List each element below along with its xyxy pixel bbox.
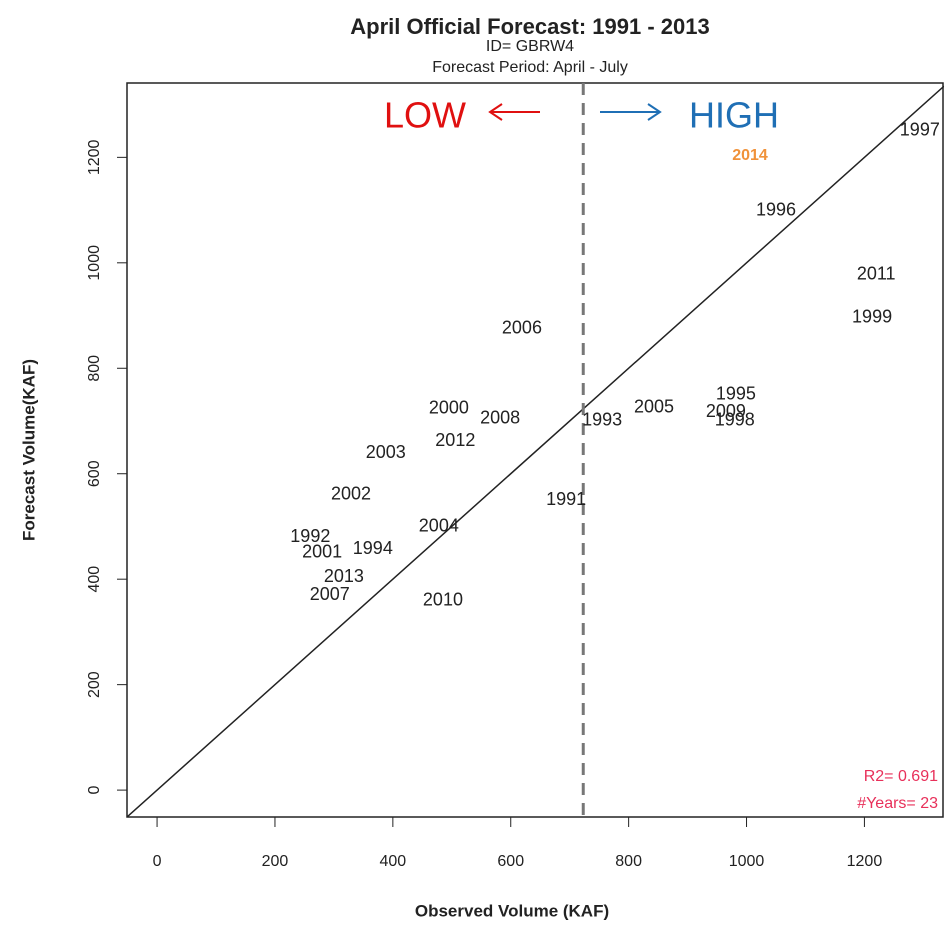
point-label: 1991: [546, 489, 586, 509]
y-tick-label: 200: [86, 671, 103, 698]
chart-title: April Official Forecast: 1991 - 2013: [350, 14, 710, 39]
x-tick-label: 0: [153, 853, 162, 870]
x-axis-label: Observed Volume (KAF): [415, 901, 609, 920]
point-label: 1998: [715, 410, 755, 430]
x-tick-label: 600: [497, 853, 524, 870]
point-label: 2010: [423, 590, 463, 610]
high-annotation: HIGH: [689, 95, 779, 136]
point-label: 1993: [582, 410, 622, 430]
point-label: 1997: [900, 120, 940, 140]
point-label: 2002: [331, 484, 371, 504]
point-label: 1992: [290, 526, 330, 546]
point-label: 2001: [302, 542, 342, 562]
identity-line: [127, 85, 944, 817]
point-label: 2006: [502, 317, 542, 337]
chart-subtitle: ID= GBRW4: [486, 38, 574, 55]
x-tick-label: 1000: [729, 853, 765, 870]
r2-annotation: R2= 0.691: [864, 768, 938, 785]
point-label: 2005: [634, 397, 674, 417]
x-tick-label: 200: [262, 853, 289, 870]
x-tick-label: 400: [379, 853, 406, 870]
point-label: 2000: [429, 398, 469, 418]
point-label: 1999: [852, 306, 892, 326]
y-tick-label: 600: [86, 460, 103, 487]
point-label: 2004: [419, 516, 459, 536]
point-label: 2008: [480, 408, 520, 428]
point-label: 2013: [324, 566, 364, 586]
y-tick-label: 400: [86, 566, 103, 593]
point-label: 1996: [756, 199, 796, 219]
point-label: 2012: [435, 430, 475, 450]
high-arrow: [600, 103, 662, 121]
year-annotation: 2014: [732, 147, 768, 164]
point-label: 1994: [353, 538, 393, 558]
point-label: 1995: [716, 383, 756, 403]
low-annotation: LOW: [384, 95, 466, 136]
y-tick-label: 1200: [86, 139, 103, 175]
y-tick-label: 1000: [86, 245, 103, 281]
point-label: 2011: [857, 264, 896, 284]
x-tick-label: 1200: [847, 853, 883, 870]
forecast-period: Forecast Period: April - July: [432, 59, 628, 76]
point-label: 2007: [310, 584, 350, 604]
low-arrow: [488, 103, 540, 121]
y-tick-label: 800: [86, 355, 103, 382]
point-label: 2009: [706, 401, 746, 421]
point-label: 2003: [366, 442, 406, 462]
y-axis-label: Forecast Volume(KAF): [19, 359, 38, 541]
plot-frame: [126, 82, 944, 818]
x-tick-label: 800: [615, 853, 642, 870]
years-annotation: #Years= 23: [857, 795, 938, 812]
y-tick-label: 0: [86, 786, 103, 795]
